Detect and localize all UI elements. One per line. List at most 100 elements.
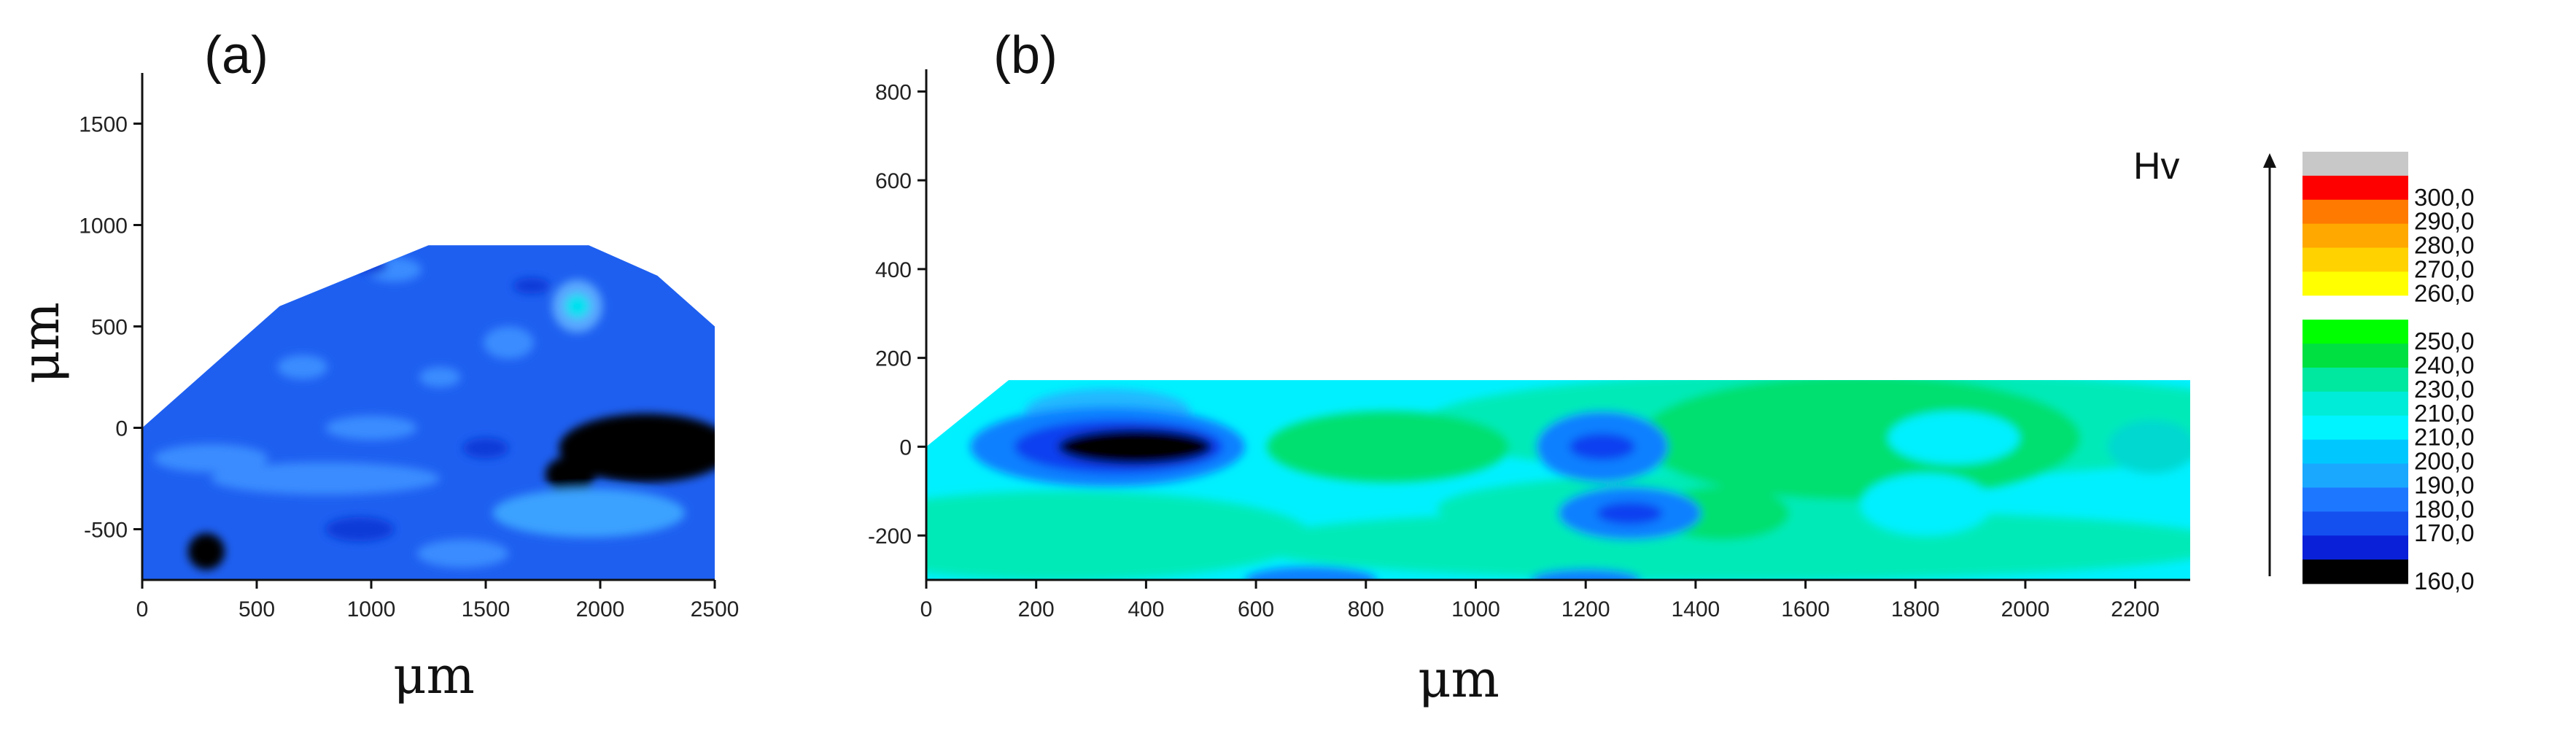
- panel-a-y-tick-label: 500: [91, 316, 128, 340]
- panel-a-label: (a): [204, 26, 268, 85]
- panel-b-x-tick-label: 600: [1238, 597, 1274, 621]
- panel-a-x-tick-label: 1000: [347, 597, 396, 621]
- panel-b-plot-area: [926, 380, 2190, 580]
- legend-band: [2303, 319, 2408, 344]
- legend-label: 260,0: [2414, 279, 2475, 306]
- legend-title: Hv: [2133, 145, 2180, 187]
- panel-b-contours: [926, 380, 2190, 580]
- legend-label: 240,0: [2414, 352, 2475, 379]
- panel-b-y-tick-label: 800: [875, 80, 912, 104]
- panel-a-contour-zone: [513, 277, 550, 295]
- panel-b-x-tick-label: 800: [1348, 597, 1384, 621]
- panel-b-x-tick-label: 1400: [1671, 597, 1720, 621]
- legend-label: 210,0: [2414, 400, 2475, 427]
- panel-b-contour-zone: [926, 491, 1311, 580]
- panel-b-x-tick-label: 400: [1128, 597, 1164, 621]
- panel-b-ticks: 0 200 400 600 800 1000 1200 1400 1600 1800 2000 220…: [868, 80, 2160, 621]
- legend-label: 230,0: [2414, 376, 2475, 403]
- panel-a-contours: [153, 257, 715, 570]
- legend-label: 250,0: [2414, 328, 2475, 355]
- legend-band: [2303, 463, 2408, 489]
- legend-label: 270,0: [2414, 255, 2475, 282]
- panel-a-contour-zone: [559, 414, 715, 483]
- panel-a-x-axis-title: μm: [393, 646, 475, 705]
- panel-a-x-tick-label: 2500: [691, 597, 740, 621]
- panel-a-x-tick-label: 1500: [462, 597, 511, 621]
- legend-band: [2303, 559, 2408, 584]
- legend-label: 290,0: [2414, 208, 2475, 235]
- panel-a-contour-zone: [355, 257, 387, 274]
- panel-a-y-tick-label: 1500: [79, 113, 128, 137]
- legend-band: [2303, 439, 2408, 465]
- panel-a-contour-zone: [545, 456, 596, 493]
- legend-label: 200,0: [2414, 448, 2475, 475]
- panel-a-contour-zone: [153, 443, 268, 473]
- panel-b-x-tick-label: 1800: [1891, 597, 1940, 621]
- panel-a-contour-zone: [492, 488, 686, 538]
- panel-b-contour-zone: [2107, 419, 2190, 473]
- panel-a-contour-zone: [416, 539, 509, 568]
- panel-b-contour-zone: [1888, 411, 2020, 465]
- panel-a-ticks: 0 500 1000 1500 2000 2500 -500 0 500 1000 1500: [79, 113, 739, 622]
- panel-b-y-tick-label: 200: [875, 347, 912, 371]
- panel-b-x-tick-label: 2200: [2111, 597, 2160, 621]
- panel-a-y-tick-label: 1000: [79, 214, 128, 239]
- legend-label: 210,0: [2414, 424, 2475, 451]
- legend-label: 190,0: [2414, 471, 2475, 498]
- legend-band: [2303, 344, 2408, 368]
- panel-a-contour-zone: [565, 294, 590, 319]
- panel-b-contour-zone: [1267, 411, 1509, 483]
- panel-b-y-tick-label: 600: [875, 169, 912, 193]
- legend-band: [2303, 152, 2408, 177]
- panel-a-plot-area: [142, 245, 715, 580]
- panel-a-contour-zone: [187, 533, 225, 570]
- panel-b-x-tick-label: 0: [920, 597, 933, 621]
- panel-a-y-tick-label: 0: [115, 417, 128, 441]
- panel-b-y-tick-label: 0: [899, 435, 912, 460]
- panel-a-contour-zone: [419, 367, 461, 387]
- legend-band: [2303, 511, 2408, 536]
- panel-b-contour-zone: [1860, 473, 1993, 536]
- panel-a-x-tick-label: 0: [136, 597, 149, 621]
- panel-a-y-tick-label: -500: [84, 519, 128, 543]
- legend-band: [2303, 247, 2408, 273]
- legend-label: 160,0: [2414, 568, 2475, 594]
- panel-b-contour-zone: [1569, 433, 1635, 460]
- legend-band: [2303, 487, 2408, 512]
- panel-a-contour-zone: [325, 415, 417, 441]
- panel-a-y-axis-title: μm: [11, 302, 71, 384]
- panel-a-x-tick-label: 2000: [576, 597, 625, 621]
- legend-label: 280,0: [2414, 232, 2475, 259]
- legend-band: [2303, 368, 2408, 392]
- panel-b-x-tick-label: 200: [1018, 597, 1055, 621]
- panel-b-contour-zone: [1640, 380, 2081, 500]
- legend-band: [2303, 415, 2408, 441]
- legend-band: [2303, 295, 2408, 320]
- legend-band: [2303, 535, 2408, 560]
- panel-b-x-tick-label: 1000: [1451, 597, 1500, 621]
- panel-a-contour-zone: [483, 326, 534, 359]
- legend-arrow-head: [2263, 153, 2276, 168]
- panel-b-y-tick-label: -200: [868, 524, 912, 549]
- panel-b-label: (b): [993, 26, 1058, 85]
- panel-b-contour-zone: [1058, 429, 1212, 465]
- legend-band: [2303, 199, 2408, 225]
- legend-band: [2303, 223, 2408, 249]
- legend-band: [2303, 175, 2408, 201]
- panel-b: (b) 0 200 400 600 800 1000 1200 1400 1600 1800 200…: [868, 26, 2190, 709]
- legend-label: 170,0: [2414, 519, 2475, 546]
- panel-a-contour-zone: [462, 438, 509, 459]
- panel-b-x-tick-label: 2000: [2001, 597, 2050, 621]
- panel-b-x-tick-label: 1600: [1781, 597, 1830, 621]
- panel-b-x-axis-title: μm: [1418, 649, 1500, 709]
- panel-a-contour-zone: [211, 462, 441, 495]
- legend-label: 300,0: [2414, 184, 2475, 211]
- panel-b-x-tick-label: 1200: [1561, 597, 1610, 621]
- panel-a-contour-zone: [325, 516, 395, 542]
- legend-band: [2303, 271, 2408, 296]
- legend-band: [2303, 391, 2408, 417]
- legend-label: 180,0: [2414, 495, 2475, 522]
